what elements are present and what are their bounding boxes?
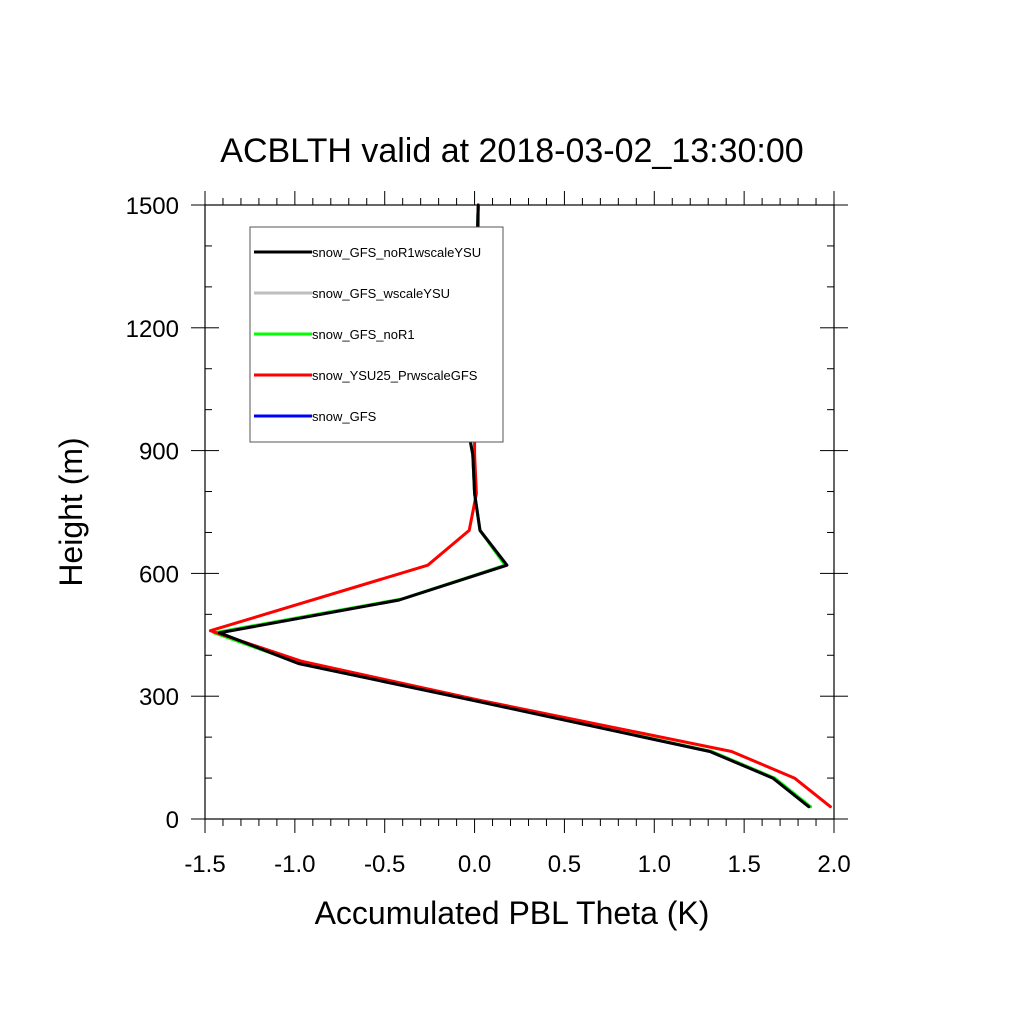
y-axis-label: Height (m) [53,437,89,586]
y-tick-label: 300 [139,684,179,711]
x-tick-label: 2.0 [817,851,850,878]
x-tick-label: 0.0 [458,851,491,878]
legend-label: snow_GFS [312,409,377,424]
x-tick-label: 1.5 [727,851,760,878]
x-axis-label: Accumulated PBL Theta (K) [315,895,710,931]
plot-area: -1.5 -1.0 -0.5 0.0 0.5 1.0 1.5 2.0 0 300 600 900 120… [126,191,851,878]
legend-label: snow_YSU25_PrwscaleGFS [312,368,478,383]
y-tick-label: 0 [166,807,179,834]
chart-title: ACBLTH valid at 2018-03-02_13:30:00 [220,132,803,170]
legend-label: snow_GFS_wscaleYSU [312,286,450,301]
y-tick-label: 600 [139,561,179,588]
plot-frame [204,204,835,820]
legend-label: snow_GFS_noR1wscaleYSU [312,245,481,260]
y-tick-label: 900 [139,439,179,466]
x-tick-label: -1.5 [184,851,225,878]
x-tick-label: 0.5 [548,851,581,878]
legend-label: snow_GFS_noR1 [312,327,415,342]
x-tick-label: -0.5 [364,851,405,878]
x-tick-label: -1.0 [274,851,315,878]
y-tick-label: 1200 [126,316,179,343]
y-tick-label: 1500 [126,193,179,220]
x-tick-label: 1.0 [638,851,671,878]
